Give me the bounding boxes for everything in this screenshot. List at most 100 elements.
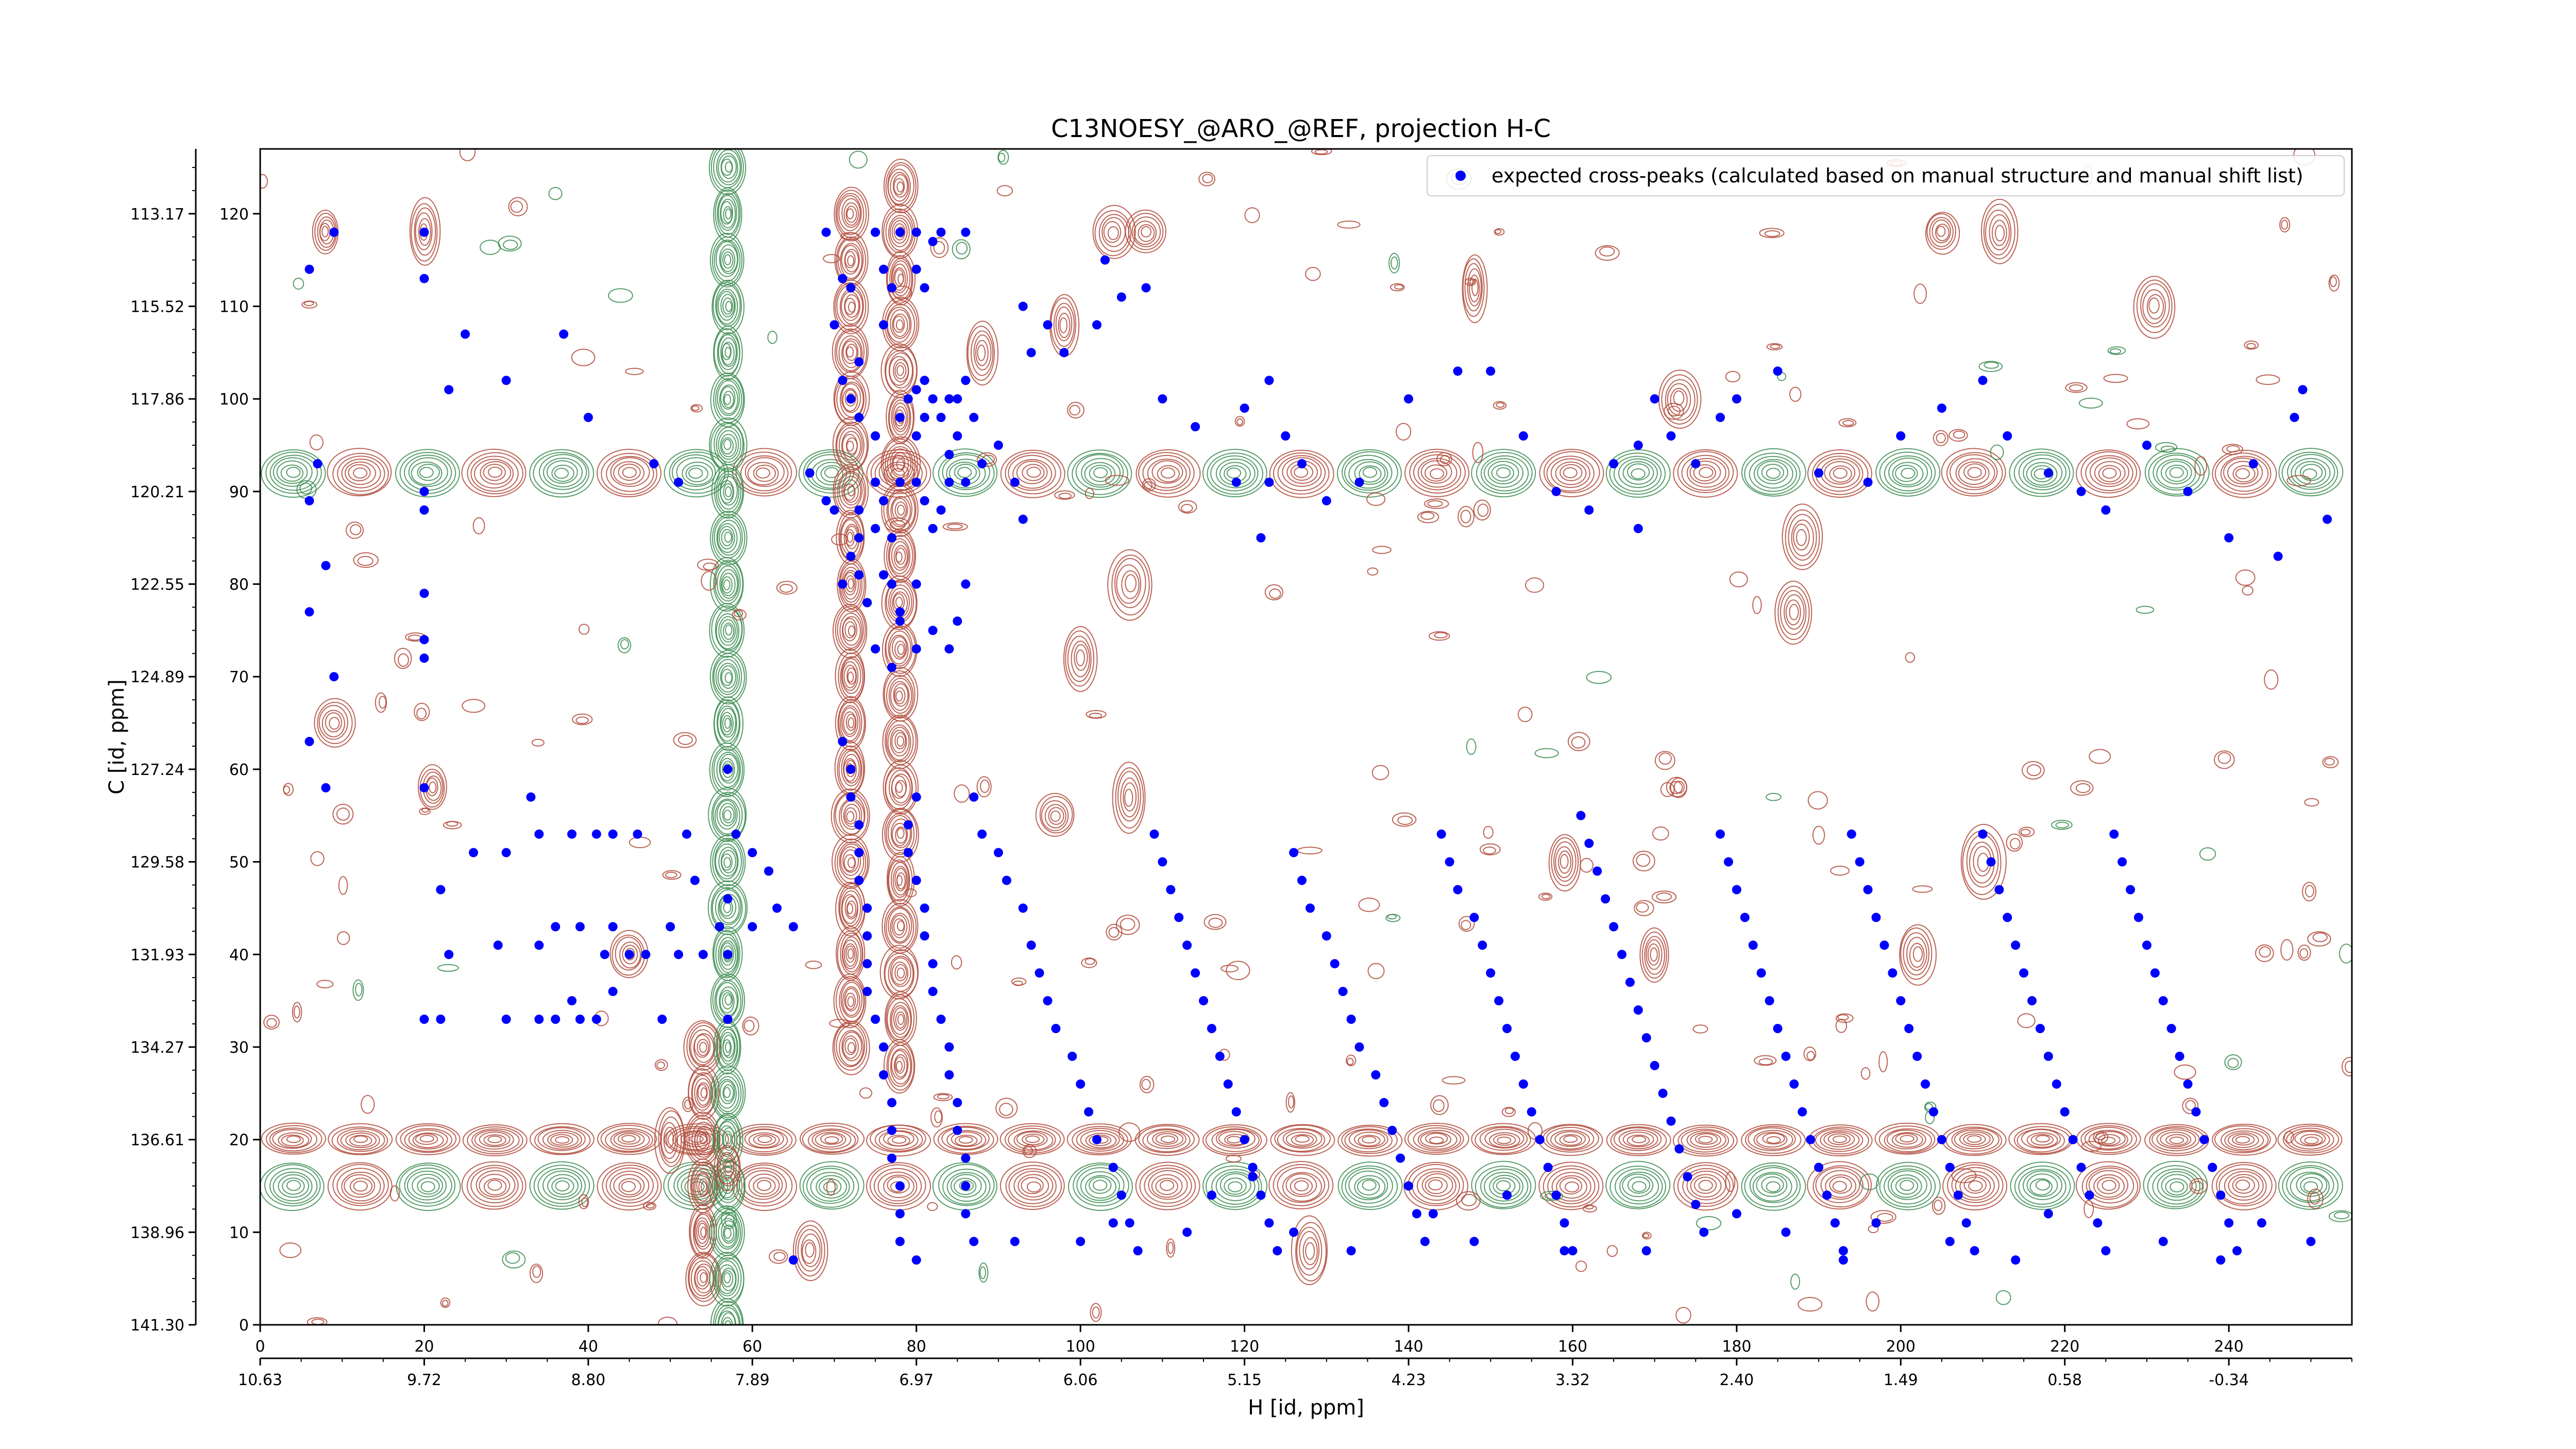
noise-contour (389, 1185, 400, 1202)
cross-peak-marker (961, 477, 971, 487)
noise-contour (1022, 1144, 1037, 1158)
y-ppm-tick-label: 127.24 (130, 761, 184, 779)
y-tick-label: 30 (229, 1039, 249, 1057)
ridge-contour (1269, 449, 1334, 498)
cross-peak-marker (2199, 1135, 2209, 1144)
peak-contour (714, 1145, 741, 1191)
ridge-contour (462, 1124, 528, 1156)
noise-contour (823, 254, 840, 263)
cross-peak-marker (887, 283, 896, 293)
noise-contour (1494, 228, 1505, 236)
cross-peak-marker (879, 570, 888, 580)
noise-contour (2214, 750, 2235, 769)
noise-contour (1466, 738, 1477, 755)
cross-peak-marker (419, 588, 429, 598)
ridge-contour (707, 880, 748, 935)
cross-peak-marker (1436, 829, 1446, 839)
cross-peak-marker (936, 227, 946, 237)
ridge-contour (1942, 1162, 2008, 1210)
y-tick-label: 90 (229, 483, 249, 501)
noise-contour (2083, 1200, 2094, 1218)
noise-contour (480, 240, 501, 255)
noise-contour (1995, 1290, 2011, 1305)
peak-contour (1658, 369, 1702, 429)
cross-peak-marker (1945, 1162, 1955, 1172)
cross-peak-marker (1100, 255, 1110, 265)
cross-peak-marker (879, 264, 888, 274)
noise-contour (1948, 429, 1968, 442)
ridge-contour (883, 667, 919, 722)
noise-contour (336, 931, 350, 945)
ridge-contour (1807, 1161, 1872, 1210)
x-tick-label: 100 (1066, 1338, 1095, 1356)
noise-contour (394, 648, 412, 669)
cross-peak-marker (829, 320, 839, 330)
ridge-contour (882, 899, 919, 954)
ridge-contour (708, 149, 747, 195)
cross-peak-marker (1592, 866, 1602, 876)
cross-peak-marker (788, 922, 798, 932)
noise-contour (1285, 1092, 1296, 1113)
cross-peak-marker (419, 1015, 429, 1024)
cross-peak-marker (1929, 1107, 1938, 1117)
cross-peak-marker (871, 477, 880, 487)
cross-peak-marker (1321, 931, 1331, 941)
noise-contour (1632, 850, 1655, 872)
ridge-contour (328, 1123, 393, 1155)
noise-contour (502, 1250, 526, 1269)
ridge-contour (1471, 1160, 1536, 1209)
noise-contour (2017, 1013, 2036, 1029)
noise-contour (767, 330, 777, 344)
ridge-contour (832, 324, 869, 379)
noise-contour (345, 521, 364, 539)
cross-peak-marker (920, 283, 929, 293)
ridge-contour (732, 448, 798, 497)
noise-contour (2155, 442, 2178, 453)
noise-contour (2342, 1057, 2352, 1076)
cross-peak-marker (1354, 1042, 1364, 1052)
noise-contour (1264, 584, 1284, 601)
noise-contour (1442, 1076, 1466, 1085)
noise-contour (2284, 1131, 2294, 1143)
noise-contour (1396, 423, 1412, 441)
ridge-contour (1875, 448, 1941, 497)
cross-peak-marker (2183, 1079, 2193, 1089)
x-ppm-tick-label: 3.32 (1555, 1371, 1590, 1389)
cross-peak-marker (944, 644, 954, 654)
cross-peak-marker (2166, 1024, 2176, 1033)
x-tick-label: 80 (907, 1338, 926, 1356)
ridge-contour (1606, 1124, 1671, 1156)
cross-peak-marker (838, 737, 848, 746)
noise-contour (1725, 1171, 1736, 1192)
x-ppm-axis: 10.63 9.72 8.80 7.89 6.97 6.06 5.15 4.23 3.32 2.4… (238, 1357, 2352, 1389)
cross-peak-marker (1896, 431, 1906, 441)
peak-contour (2133, 276, 2176, 339)
noise-contour (1812, 825, 1825, 845)
noise-contour (1838, 418, 1857, 428)
cross-peak-marker (2043, 1209, 2053, 1219)
noise-contour (849, 150, 868, 169)
noise-contour (2222, 444, 2243, 455)
y-ppm-tick-label: 122.55 (130, 576, 184, 594)
cross-peak-marker (1387, 1125, 1397, 1135)
noise-contour (1221, 965, 1239, 972)
cross-peak-marker (1650, 1060, 1659, 1070)
ridge-contour (710, 511, 748, 566)
ridge-contour (461, 448, 527, 497)
noise-contour (1766, 793, 1782, 801)
ridge-contour (1538, 1161, 1604, 1210)
legend-entry: expected cross-peaks (calculated based o… (1492, 164, 2303, 187)
noise-contour (1931, 1197, 1946, 1215)
x-ppm-tick-label: 4.23 (1392, 1371, 1426, 1389)
noise-contour (1951, 1168, 1977, 1184)
ridge-contour (1673, 449, 1738, 498)
peak-contour (654, 1107, 685, 1174)
cross-peak-marker (501, 1015, 511, 1024)
ridge-contour (1202, 1161, 1268, 1210)
cross-peak-marker (2134, 913, 2143, 922)
noise-contour (1634, 900, 1654, 917)
noise-contour (316, 980, 334, 989)
noise-contour (1011, 978, 1027, 986)
cross-peak-marker (1354, 477, 1364, 487)
x-axis-label: H [id, ppm] (1248, 1396, 1364, 1420)
